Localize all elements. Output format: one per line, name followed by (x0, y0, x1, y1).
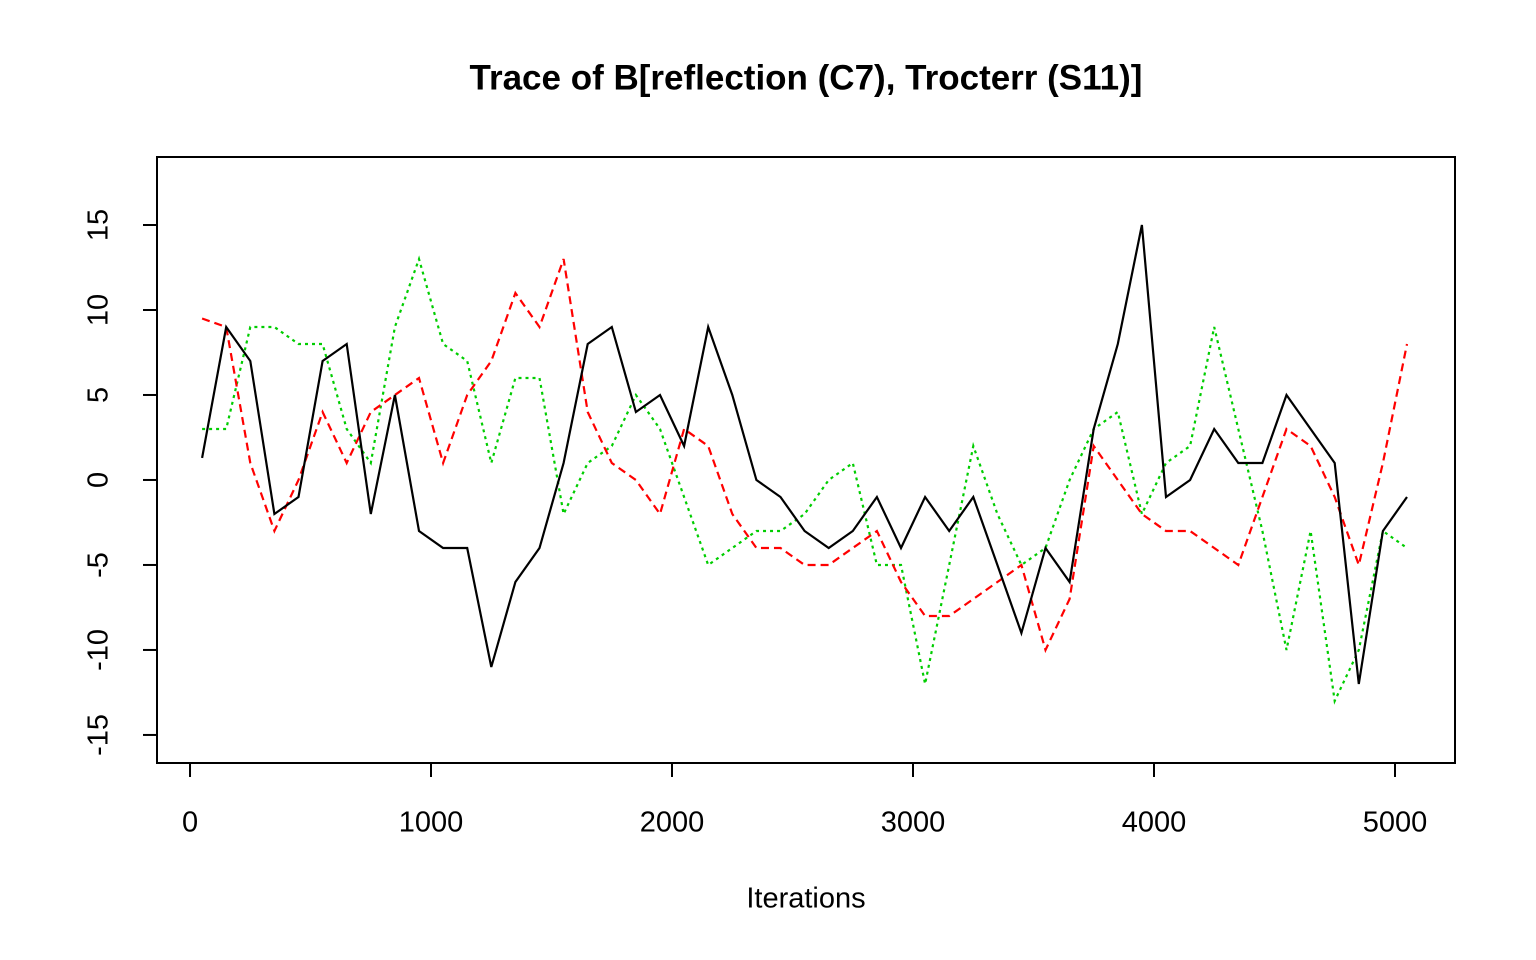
y-tick-label: -15 (83, 714, 115, 756)
x-tick-label: 2000 (640, 807, 705, 839)
x-tick-label: 3000 (881, 807, 946, 839)
x-tick-label: 0 (182, 807, 198, 839)
x-tick-label: 5000 (1363, 807, 1428, 839)
x-axis-label: Iterations (746, 883, 865, 915)
trace-line (201, 224, 1408, 685)
trace-line (202, 255, 1408, 705)
x-tick-label: 4000 (1122, 807, 1187, 839)
plot-frame (156, 156, 1456, 764)
y-tick-label: 5 (83, 387, 115, 403)
chart-title: Trace of B[reflection (C7), Trocterr (S1… (470, 58, 1143, 97)
y-tick-label: 15 (83, 209, 115, 241)
y-tick-label: 0 (83, 472, 115, 488)
x-tick-label: 1000 (399, 807, 464, 839)
y-tick-label: 10 (83, 294, 115, 326)
y-tick-label: -5 (83, 552, 115, 578)
trace-line (201, 258, 1409, 654)
y-tick-label: -10 (83, 629, 115, 671)
